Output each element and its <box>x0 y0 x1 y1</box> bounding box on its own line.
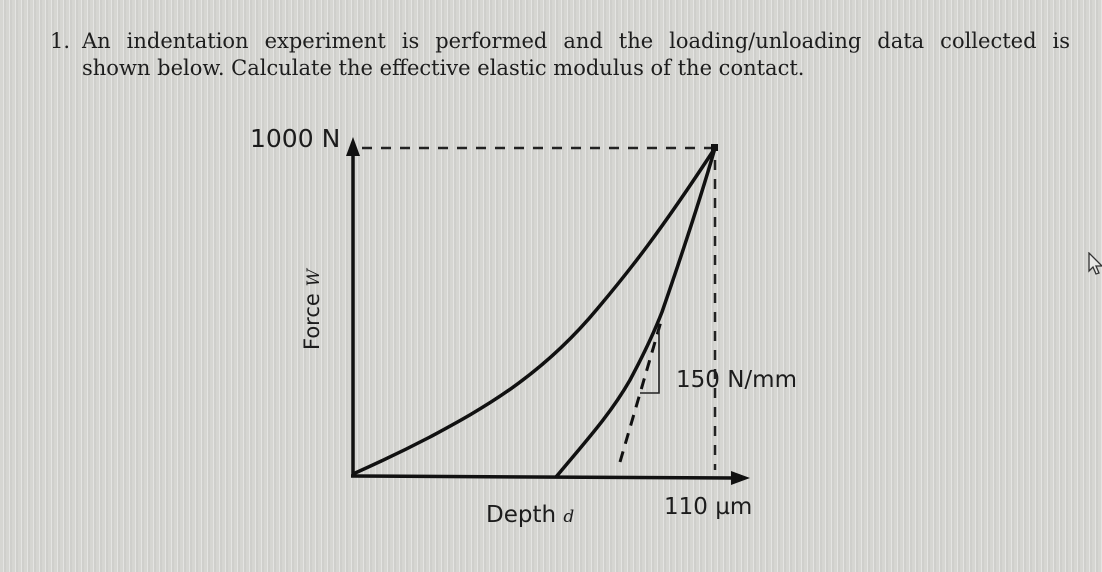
x-axis-variable: d <box>563 507 575 527</box>
x-max-label: 110 µm <box>664 494 753 520</box>
x-axis-arrow-icon <box>731 471 750 485</box>
peak-point <box>711 144 718 151</box>
y-axis-arrow-icon <box>346 137 360 156</box>
stiffness-label: 150 N/mm <box>676 367 797 393</box>
problem-statement: 1. An indentation experiment is performed… <box>50 28 1070 82</box>
x-axis <box>350 474 736 480</box>
problem-number: 1. <box>50 29 71 53</box>
loading-curve <box>352 147 717 476</box>
problem-text-1: An indentation experiment is performed a… <box>82 29 1070 53</box>
mouse-cursor-icon <box>1088 252 1102 275</box>
y-max-label: 1000 N <box>250 124 341 153</box>
x-axis-label-text: Depth <box>486 502 557 528</box>
x-axis-label: Depth d <box>486 502 574 528</box>
slope-triangle <box>640 330 660 394</box>
unloading-curve <box>554 147 717 479</box>
y-axis-label: Force W <box>300 269 324 350</box>
y-axis-label-text: Force <box>300 293 324 350</box>
problem-line-1: 1. An indentation experiment is performed… <box>50 28 1070 55</box>
y-axis-variable: W <box>304 269 324 287</box>
unloading-tangent-dashed-line <box>618 317 664 463</box>
problem-line-2: shown below. Calculate the effective ela… <box>82 56 805 80</box>
